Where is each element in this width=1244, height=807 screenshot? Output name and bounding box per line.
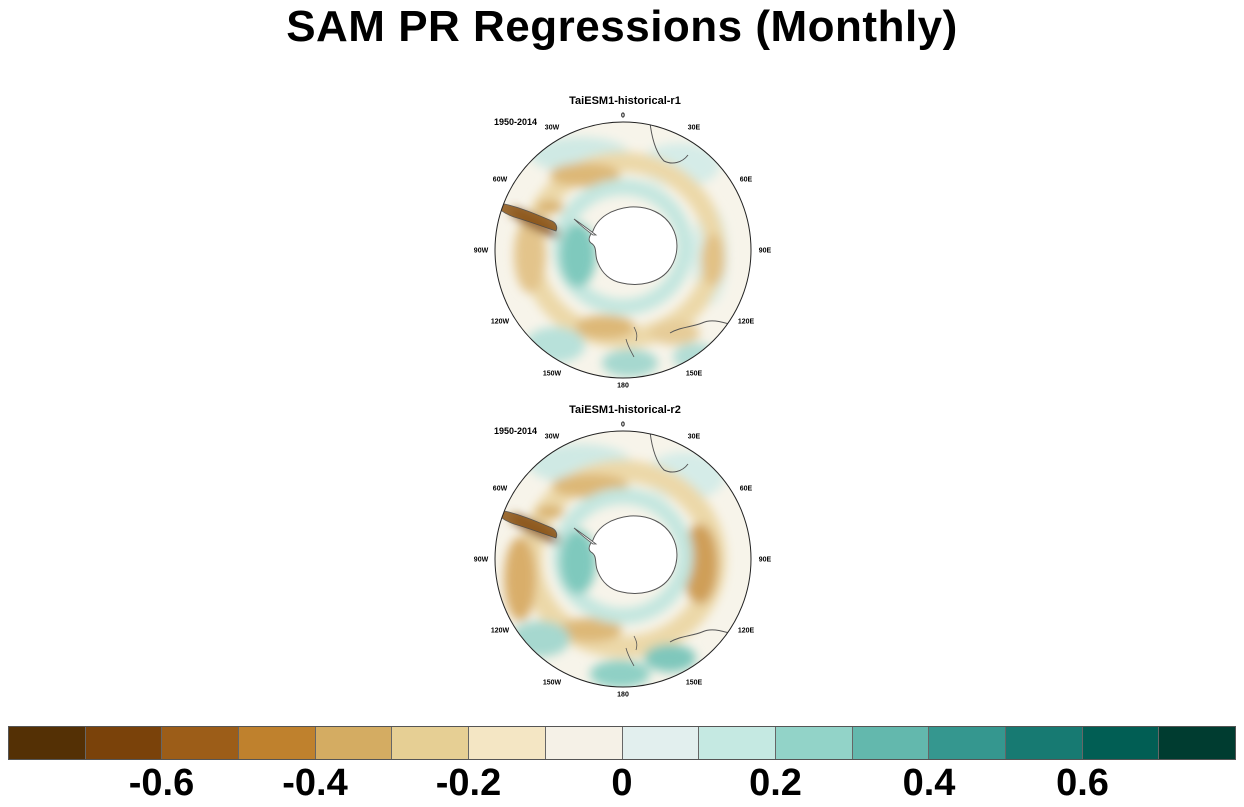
period-label-r1: 1950-2014: [494, 117, 538, 127]
period-label-r2: 1950-2014: [494, 426, 538, 436]
colorbar-box: [469, 727, 546, 759]
colorbar-box: [1159, 727, 1235, 759]
lon-label: 120E: [738, 319, 755, 326]
colorbar-box: [1005, 727, 1083, 759]
colorbar-tick-label: -0.4: [282, 762, 348, 804]
polar-map-r2: 0 30E 60E 90E 120E 150E 180 150W 120W 90W 60W 30W: [474, 422, 772, 699]
colorbar-box: [1082, 727, 1160, 759]
lon-label: 90E: [759, 248, 772, 255]
colorbar-box: [775, 727, 853, 759]
lon-label: 60W: [493, 177, 508, 184]
colorbar-box: [699, 727, 776, 759]
colorbar-box: [392, 727, 470, 759]
lon-label: 150E: [686, 371, 703, 378]
lon-label: 90E: [759, 557, 772, 564]
lon-label: 120W: [491, 628, 510, 635]
lon-label: 0: [621, 422, 625, 429]
figure-title: SAM PR Regressions (Monthly): [286, 2, 958, 51]
colorbar-tick-label: 0.2: [749, 762, 802, 804]
colorbar-box: [162, 727, 240, 759]
map-panel-r2: 0 30E 60E 90E 120E 150E 180 150W 120W 90W 60W 30W T…: [470, 404, 780, 704]
colorbar-box: [239, 727, 316, 759]
lon-label: 0: [621, 113, 625, 120]
colorbar-tick-label: -0.6: [128, 762, 195, 804]
panel-title-r1: TaiESM1-historical-r1: [569, 95, 681, 107]
colorbar-box: [622, 727, 700, 759]
lon-label: 60W: [493, 486, 508, 493]
lon-label: 60E: [740, 177, 753, 184]
lon-label: 90W: [474, 557, 489, 564]
colorbar-box: [545, 727, 623, 759]
polar-map-r1: 0 30E 60E 90E 120E 150E 180 150W 120W 90W 60W 30W: [474, 113, 772, 390]
lon-label: 120E: [738, 628, 755, 635]
lon-label: 60E: [740, 486, 753, 493]
lon-label: 180: [617, 383, 629, 390]
lon-label: 150E: [686, 680, 703, 687]
map-panel-r1: 0 30E 60E 90E 120E 150E 180 150W 120W 90W 60W 30W T…: [470, 95, 780, 395]
lon-label: 180: [617, 692, 629, 699]
colorbar-tick-label: 0: [611, 762, 633, 804]
lon-label: 30E: [688, 434, 701, 441]
lon-label: 150W: [543, 371, 562, 378]
colorbar-tick-label: 0.4: [902, 762, 956, 804]
lon-label: 150W: [543, 680, 562, 687]
colorbar: [8, 726, 1236, 760]
colorbar-box: [9, 727, 86, 759]
colorbar-tick-label: 0.6: [1056, 762, 1109, 804]
lon-label: 30W: [545, 125, 560, 132]
lon-label: 120W: [491, 319, 510, 326]
colorbar-tick-label: -0.2: [435, 762, 502, 804]
colorbar-box: [85, 727, 163, 759]
colorbar-box: [929, 727, 1006, 759]
colorbar-box: [852, 727, 930, 759]
lon-label: 30W: [545, 434, 560, 441]
panel-title-r2: TaiESM1-historical-r2: [569, 404, 681, 416]
lon-label: 30E: [688, 125, 701, 132]
colorbar-box: [315, 727, 393, 759]
lon-label: 90W: [474, 248, 489, 255]
